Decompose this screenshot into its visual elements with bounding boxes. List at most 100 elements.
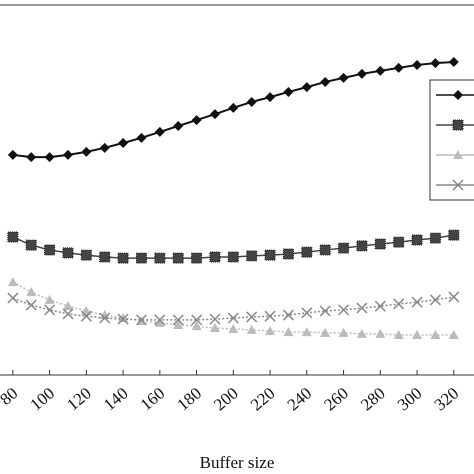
square-marker (154, 252, 166, 264)
triangle-marker (246, 324, 257, 334)
x-tick-label: 140 (100, 384, 132, 415)
diamond-marker (154, 126, 165, 137)
triangle-marker (7, 277, 18, 287)
diamond-marker (393, 62, 404, 73)
diamond-marker (26, 152, 37, 163)
cross-marker (227, 312, 239, 324)
triangle-marker (228, 324, 239, 334)
triangle-marker (44, 294, 55, 304)
cross-marker (117, 313, 129, 325)
cross-marker (338, 304, 350, 316)
cross-marker (448, 291, 460, 303)
triangle-marker (448, 330, 459, 340)
x-tick-label: 260 (320, 384, 352, 415)
cross-marker (80, 310, 92, 322)
x-tick-label: 300 (394, 384, 426, 415)
triangle-marker (320, 327, 331, 337)
cross-marker (393, 298, 405, 310)
diamond-marker (44, 152, 55, 163)
cross-marker (264, 310, 276, 322)
triangle-marker (393, 330, 404, 340)
x-tick-label: 240 (284, 384, 316, 415)
square-marker (393, 236, 405, 248)
square-marker (25, 239, 37, 251)
square-marker (338, 242, 350, 254)
cross-marker (356, 302, 368, 314)
diamond-marker (283, 86, 294, 97)
square-marker (117, 252, 129, 264)
x-tick-label: 120 (63, 384, 95, 415)
square-marker (44, 244, 56, 256)
diamond-marker (356, 68, 367, 79)
triangle-marker (356, 328, 367, 338)
cross-marker (191, 314, 203, 326)
diamond-marker (265, 92, 276, 103)
diamond-marker (320, 76, 331, 87)
cross-marker (246, 311, 258, 323)
triangle-marker (265, 325, 276, 335)
square-marker (264, 249, 276, 261)
x-tick-label: 80 (0, 384, 21, 409)
triangle-marker (301, 327, 312, 337)
square-marker (411, 234, 423, 246)
diamond-marker (7, 149, 18, 160)
diamond-marker (375, 65, 386, 76)
cross-marker (99, 312, 111, 324)
cross-marker (282, 309, 294, 321)
x-tick-label: 100 (26, 384, 58, 415)
triangle-marker (99, 310, 110, 320)
diamond-marker (81, 146, 92, 157)
diamond-marker (173, 120, 184, 131)
x-tick-label: 320 (431, 384, 463, 415)
cross-marker (209, 313, 221, 325)
diamond-marker (448, 56, 459, 67)
triangle-marker (154, 317, 165, 327)
cross-marker (452, 179, 464, 191)
cross-marker (25, 299, 37, 311)
triangle-marker (26, 287, 37, 297)
x-tick-label: 280 (357, 384, 389, 415)
series-line (12, 296, 454, 321)
cross-marker (301, 307, 313, 319)
x-tick-label: 160 (137, 384, 169, 415)
triangle-marker (209, 323, 220, 333)
diamond-marker (99, 142, 110, 153)
cross-marker (44, 304, 56, 316)
triangle-marker (173, 320, 184, 330)
triangle-marker (283, 327, 294, 337)
diamond-marker (430, 58, 441, 69)
x-axis-label: Buffer size (200, 453, 275, 472)
triangle-marker (430, 330, 441, 340)
diamond-marker (301, 82, 312, 93)
square-marker (452, 119, 464, 131)
cross-marker (429, 294, 441, 306)
cross-marker (172, 314, 184, 326)
square-marker (7, 231, 19, 243)
cross-marker (319, 305, 331, 317)
square-marker (99, 251, 111, 263)
square-marker (374, 238, 386, 250)
square-marker (172, 252, 184, 264)
diamond-marker (62, 149, 73, 160)
cross-marker (374, 300, 386, 312)
diamond-marker (136, 132, 147, 143)
diamond-marker (453, 90, 463, 100)
cross-marker (62, 308, 74, 320)
square-marker (80, 249, 92, 261)
cross-marker (135, 314, 147, 326)
diamond-marker (209, 109, 220, 120)
square-marker (135, 252, 147, 264)
square-marker (356, 240, 368, 252)
x-tick-label: 200 (210, 384, 242, 415)
triangle-marker (453, 150, 463, 159)
square-marker (429, 232, 441, 244)
cross-marker (411, 296, 423, 308)
square-marker (209, 251, 221, 263)
triangle-marker (118, 313, 129, 323)
square-marker (301, 246, 313, 258)
diamond-marker (246, 96, 257, 107)
square-marker (319, 244, 331, 256)
diamond-marker (412, 59, 423, 70)
